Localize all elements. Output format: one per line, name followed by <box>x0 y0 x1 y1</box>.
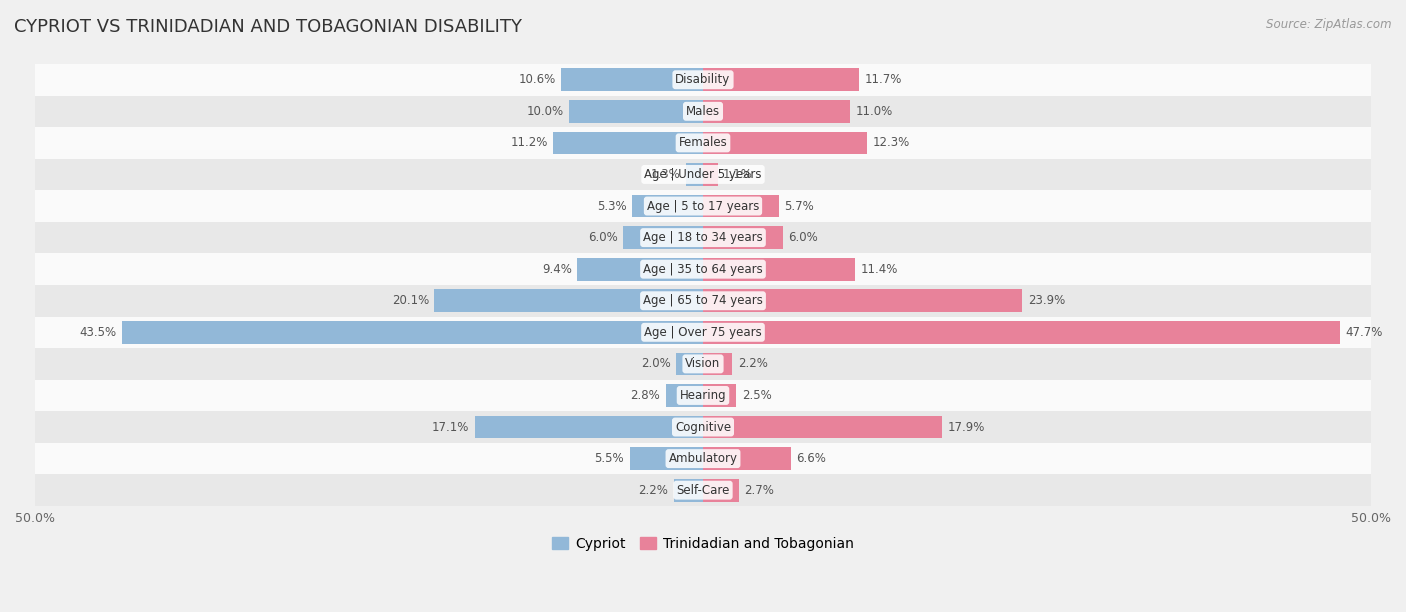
Text: 2.2%: 2.2% <box>738 357 768 370</box>
Text: Females: Females <box>679 136 727 149</box>
Bar <box>630 447 703 470</box>
Bar <box>35 411 1371 443</box>
Text: Age | Over 75 years: Age | Over 75 years <box>644 326 762 339</box>
Bar <box>35 159 1371 190</box>
Text: 11.4%: 11.4% <box>860 263 898 275</box>
Text: Age | Under 5 years: Age | Under 5 years <box>644 168 762 181</box>
Text: 17.1%: 17.1% <box>432 420 470 433</box>
Bar <box>686 163 703 186</box>
Text: 10.6%: 10.6% <box>519 73 555 86</box>
Bar <box>35 64 1371 95</box>
Bar <box>569 100 703 122</box>
Text: Self-Care: Self-Care <box>676 483 730 497</box>
Bar <box>434 289 703 312</box>
Text: 47.7%: 47.7% <box>1346 326 1384 339</box>
Text: 2.8%: 2.8% <box>630 389 661 402</box>
Bar <box>703 132 868 154</box>
Legend: Cypriot, Trinidadian and Tobagonian: Cypriot, Trinidadian and Tobagonian <box>546 531 860 556</box>
Text: Males: Males <box>686 105 720 118</box>
Bar <box>703 353 733 375</box>
Text: Hearing: Hearing <box>679 389 727 402</box>
Text: Ambulatory: Ambulatory <box>668 452 738 465</box>
Bar <box>554 132 703 154</box>
Bar <box>703 100 851 122</box>
Text: Age | 35 to 64 years: Age | 35 to 64 years <box>643 263 763 275</box>
Bar <box>676 353 703 375</box>
Bar <box>35 285 1371 316</box>
Text: Cognitive: Cognitive <box>675 420 731 433</box>
Bar <box>35 316 1371 348</box>
Bar <box>703 69 859 91</box>
Text: 20.1%: 20.1% <box>392 294 429 307</box>
Bar <box>35 379 1371 411</box>
Text: 11.7%: 11.7% <box>865 73 903 86</box>
Text: 43.5%: 43.5% <box>79 326 117 339</box>
Bar <box>703 416 942 438</box>
Bar <box>35 222 1371 253</box>
Text: 2.2%: 2.2% <box>638 483 668 497</box>
Bar <box>578 258 703 280</box>
Bar <box>475 416 703 438</box>
Bar <box>35 127 1371 159</box>
Text: Source: ZipAtlas.com: Source: ZipAtlas.com <box>1267 18 1392 31</box>
Text: Vision: Vision <box>685 357 721 370</box>
Text: 6.0%: 6.0% <box>789 231 818 244</box>
Bar <box>703 195 779 217</box>
Text: Age | 5 to 17 years: Age | 5 to 17 years <box>647 200 759 212</box>
Text: 2.0%: 2.0% <box>641 357 671 370</box>
Text: 1.3%: 1.3% <box>651 168 681 181</box>
Text: 5.3%: 5.3% <box>598 200 627 212</box>
Bar <box>35 190 1371 222</box>
Bar <box>122 321 703 344</box>
Bar <box>35 443 1371 474</box>
Text: 6.6%: 6.6% <box>797 452 827 465</box>
Text: Age | 18 to 34 years: Age | 18 to 34 years <box>643 231 763 244</box>
Text: 6.0%: 6.0% <box>588 231 617 244</box>
Bar <box>703 384 737 407</box>
Bar <box>35 253 1371 285</box>
Bar <box>703 321 1340 344</box>
Bar <box>703 447 792 470</box>
Text: 5.5%: 5.5% <box>595 452 624 465</box>
Text: 11.2%: 11.2% <box>510 136 548 149</box>
Bar <box>623 226 703 249</box>
Text: 12.3%: 12.3% <box>873 136 910 149</box>
Bar <box>703 226 783 249</box>
Text: 2.7%: 2.7% <box>744 483 775 497</box>
Bar <box>665 384 703 407</box>
Text: 1.1%: 1.1% <box>723 168 754 181</box>
Text: 5.7%: 5.7% <box>785 200 814 212</box>
Text: Age | 65 to 74 years: Age | 65 to 74 years <box>643 294 763 307</box>
Bar <box>703 163 717 186</box>
Text: 11.0%: 11.0% <box>855 105 893 118</box>
Text: Disability: Disability <box>675 73 731 86</box>
Bar <box>633 195 703 217</box>
Text: CYPRIOT VS TRINIDADIAN AND TOBAGONIAN DISABILITY: CYPRIOT VS TRINIDADIAN AND TOBAGONIAN DI… <box>14 18 522 36</box>
Bar <box>703 258 855 280</box>
Bar <box>703 479 740 502</box>
Bar <box>35 474 1371 506</box>
Text: 17.9%: 17.9% <box>948 420 984 433</box>
Bar <box>35 348 1371 379</box>
Text: 2.5%: 2.5% <box>742 389 772 402</box>
Bar <box>673 479 703 502</box>
Bar <box>35 95 1371 127</box>
Text: 10.0%: 10.0% <box>527 105 564 118</box>
Bar <box>561 69 703 91</box>
Text: 23.9%: 23.9% <box>1028 294 1064 307</box>
Text: 9.4%: 9.4% <box>543 263 572 275</box>
Bar <box>703 289 1022 312</box>
